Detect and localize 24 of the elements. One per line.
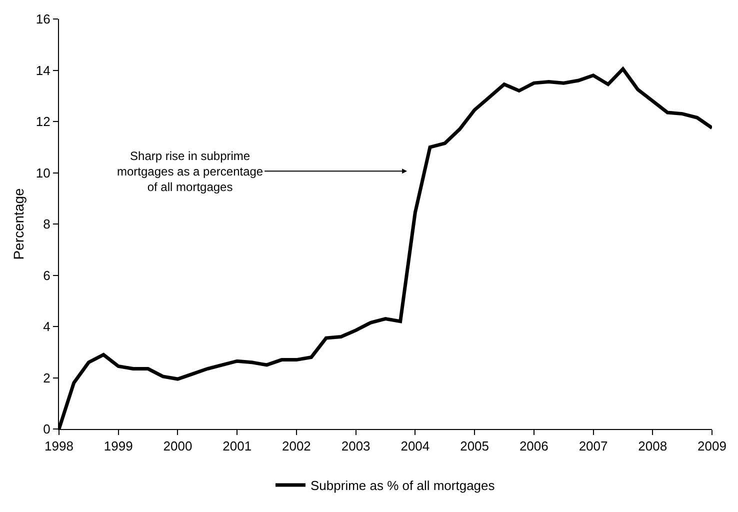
x-tick-label: 2008 [638,438,668,454]
y-tick-label: 10 [36,165,50,180]
legend-label: Subprime as % of all mortgages [310,478,496,494]
annotation: Sharp rise in subprime mortgages as a percentage of all mortgages [117,149,264,194]
y-tick-label: 14 [36,62,50,78]
y-tick-label: 0 [43,422,50,437]
x-tick-label: 2009 [698,438,726,454]
y-tick-label: 6 [43,268,50,283]
x-tick-label: 1999 [104,438,133,454]
x-tick-label: 2001 [222,438,252,454]
x-tick-label: 2002 [282,438,311,454]
y-tick-label: 8 [43,216,50,232]
y-tick-label: 2 [43,370,50,386]
y-tick-label: 4 [43,319,50,334]
x-tick-label: 2005 [460,438,490,454]
x-tick-label: 2003 [341,438,370,454]
x-tick-label: 2000 [163,438,192,454]
y-tick-label: 16 [36,12,50,27]
x-tick-label: 2007 [578,438,608,454]
x-tick-label: 1998 [44,438,74,454]
y-tick-label: 12 [36,114,50,130]
x-tick-label: 2006 [519,438,548,454]
x-tick-label: 2004 [400,438,430,454]
y-axis-title: Percentage [10,188,27,260]
